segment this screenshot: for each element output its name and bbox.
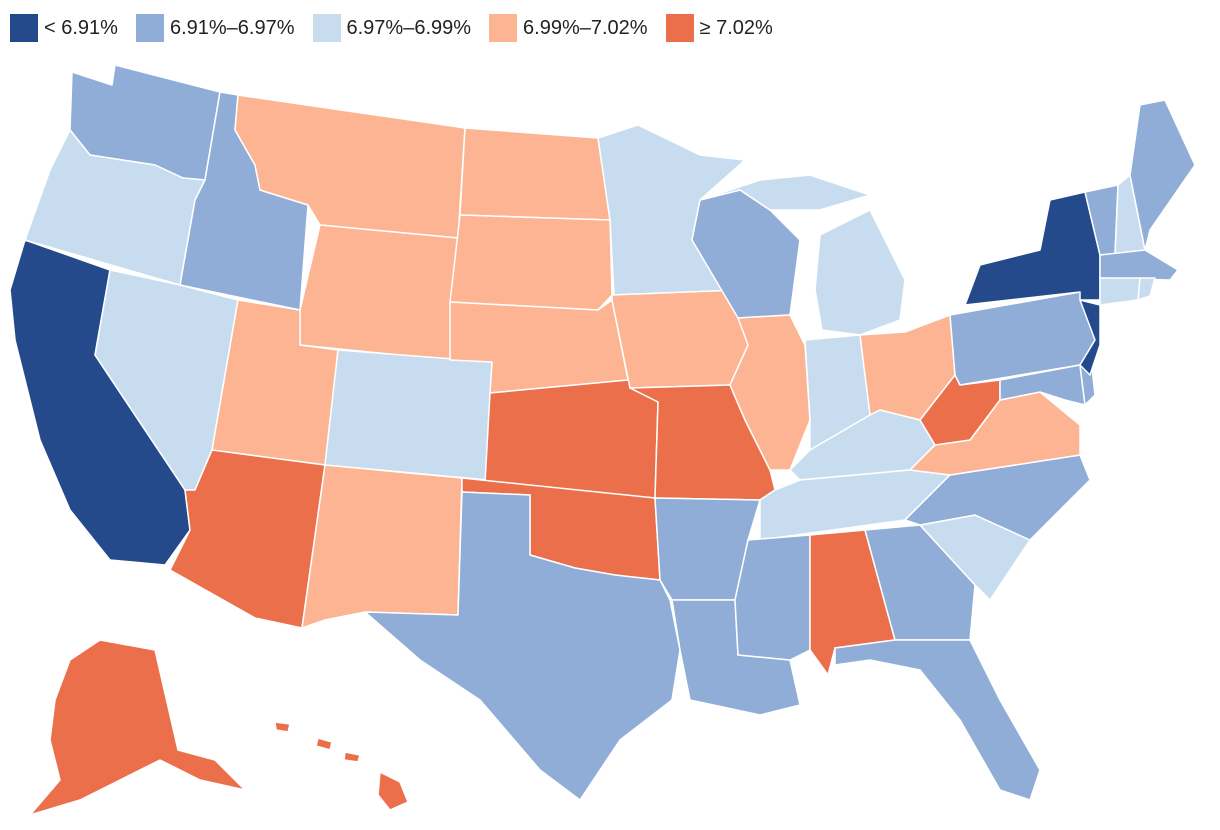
legend-label: < 6.91% (44, 16, 118, 39)
state-ny[interactable] (964, 191, 1101, 306)
state-me[interactable] (1129, 99, 1196, 251)
legend-swatch (135, 14, 164, 42)
state-ga[interactable] (864, 524, 976, 641)
legend-swatch (665, 14, 694, 42)
state-mi[interactable] (699, 174, 906, 336)
legend-item: 6.99%–7.02% (489, 14, 648, 42)
states-layer (9, 64, 1196, 816)
legend-item: 6.91%–6.97% (135, 14, 295, 42)
state-ri[interactable] (1137, 277, 1156, 301)
legend-label: 6.91%–6.97% (169, 16, 295, 39)
state-hi[interactable] (274, 721, 409, 811)
state-ia[interactable] (611, 289, 749, 389)
state-fl[interactable] (834, 639, 1041, 801)
state-wy[interactable] (299, 224, 459, 361)
state-il[interactable] (729, 314, 811, 471)
legend-item: < 6.91% (10, 14, 118, 42)
state-ms[interactable] (734, 534, 811, 661)
legend-item: ≥ 7.02% (665, 14, 773, 42)
legend-swatch (10, 14, 38, 42)
state-ma[interactable] (1099, 249, 1179, 281)
state-tx[interactable] (364, 491, 681, 801)
state-ks[interactable] (484, 379, 659, 499)
legend-item: 6.97%–6.99% (312, 14, 472, 42)
state-ak[interactable] (29, 639, 246, 816)
legend-label: ≥ 7.02% (699, 16, 773, 39)
state-co[interactable] (324, 349, 493, 481)
legend-label: 6.97%–6.99% (346, 16, 472, 39)
legend-swatch (312, 14, 341, 42)
legend-label: 6.99%–7.02% (523, 16, 648, 39)
legend: < 6.91% 6.91%–6.97% 6.97%–6.99% 6.99%–7.… (10, 13, 773, 43)
state-nm[interactable] (301, 464, 463, 629)
state-nd[interactable] (459, 127, 611, 221)
legend-swatch (489, 14, 518, 42)
state-sd[interactable] (449, 214, 613, 311)
state-ct[interactable] (1099, 277, 1141, 306)
